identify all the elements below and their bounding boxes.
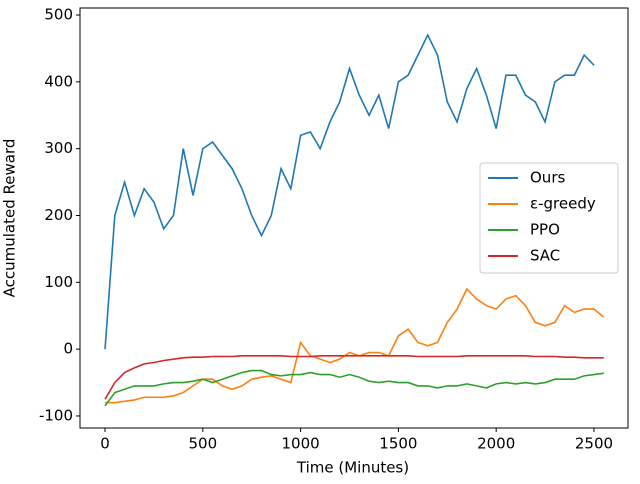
plot-frame	[79, 7, 629, 429]
y-tick-label: 400	[44, 72, 73, 90]
y-tick-label: 100	[44, 273, 73, 291]
y-tick-label: 300	[44, 139, 73, 157]
legend-label: Ours	[530, 169, 565, 187]
x-tick-label: 1500	[379, 435, 417, 453]
y-tick-label: 200	[44, 206, 73, 224]
y-tick-label: -100	[39, 406, 73, 424]
y-tick-label: 500	[44, 6, 73, 24]
series-line	[104, 369, 604, 407]
x-tick-label: 0	[100, 435, 110, 453]
x-tick-label: 1000	[282, 435, 320, 453]
y-tick-label: 0	[63, 340, 73, 358]
x-axis-label: Time (Minutes)	[296, 459, 409, 477]
legend-box	[479, 162, 619, 274]
series-line	[105, 287, 605, 404]
series-line	[104, 33, 595, 350]
legend-label: ε-greedy	[530, 195, 596, 213]
x-tick-label: 500	[189, 435, 218, 453]
legend-label: PPO	[530, 221, 560, 239]
x-tick-label: 2000	[477, 435, 515, 453]
x-tick-label: 2500	[575, 435, 613, 453]
legend-label: SAC	[530, 247, 560, 265]
series-line	[104, 355, 604, 400]
y-axis-label: Accumulated Reward	[1, 139, 19, 298]
